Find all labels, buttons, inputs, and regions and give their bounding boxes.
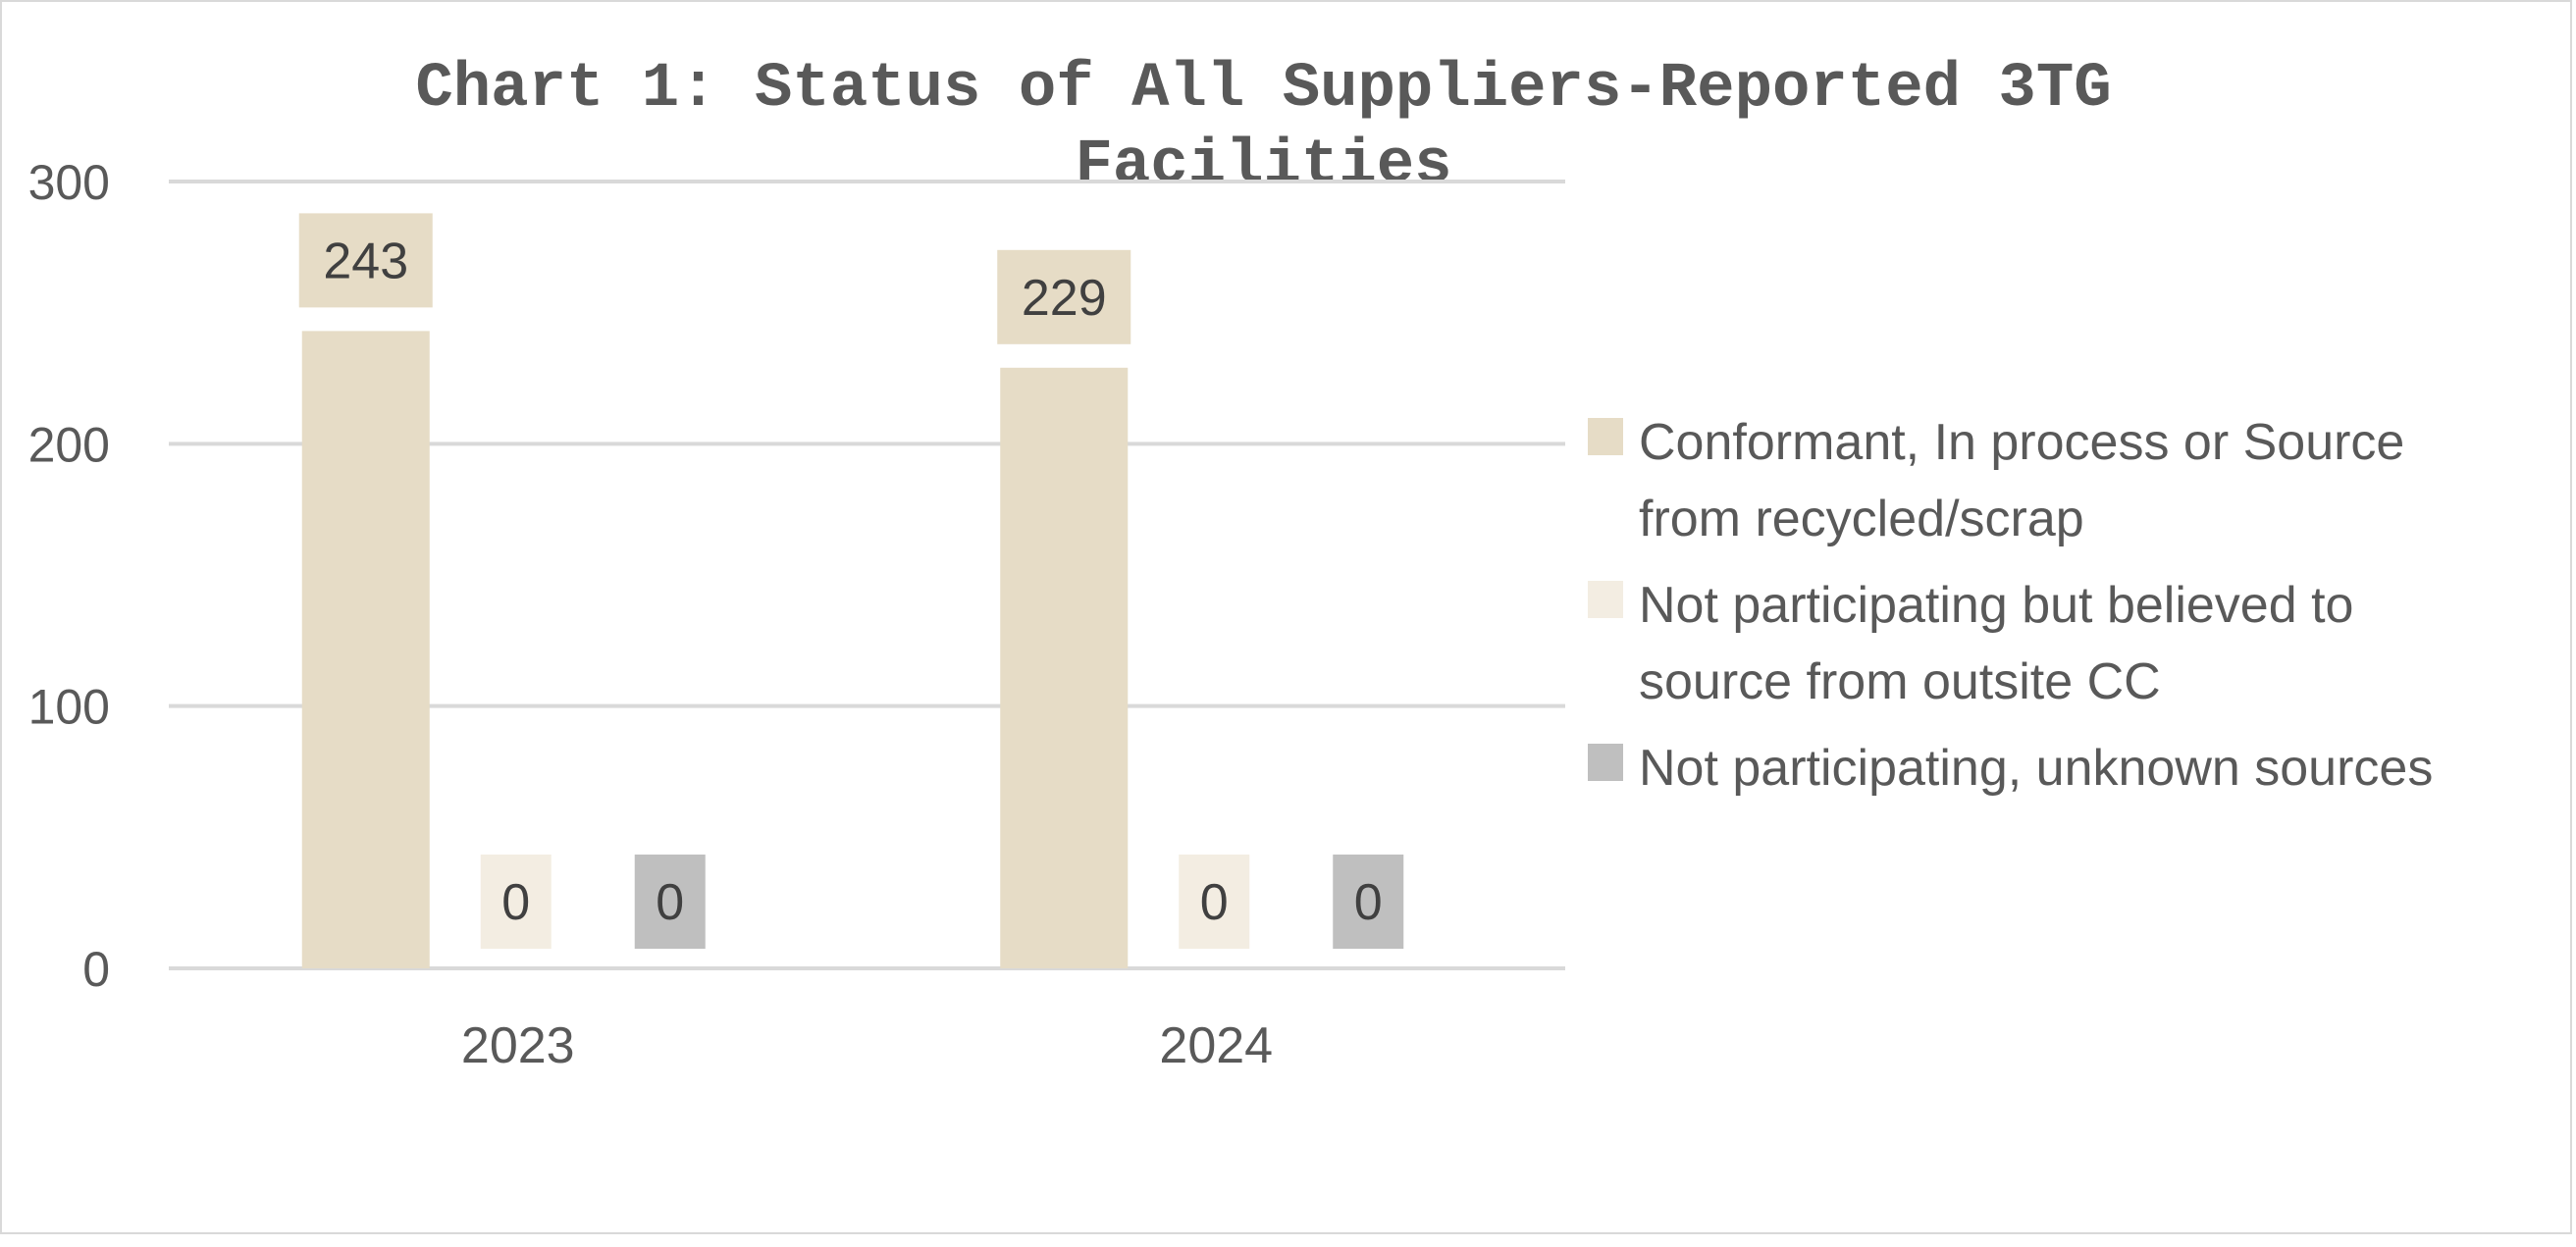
data-label-box bbox=[1179, 855, 1250, 949]
chart-title: Chart 1: Status of All Suppliers-Reporte… bbox=[415, 54, 2112, 201]
legend-swatch-not-participating-outside-cc bbox=[1588, 581, 1623, 618]
legend-item-not-participating-unknown: Not participating, unknown sources bbox=[1588, 730, 2510, 806]
legend-label-not-participating-unknown: Not participating, unknown sources bbox=[1639, 740, 2434, 797]
data-label: 243 bbox=[323, 233, 408, 289]
bar bbox=[1000, 367, 1129, 969]
data-label-box bbox=[634, 855, 706, 949]
data-label: 0 bbox=[1354, 874, 1383, 931]
x-tick-label: 2024 bbox=[1159, 1017, 1273, 1074]
y-tick-label: 100 bbox=[28, 680, 110, 735]
data-label-box bbox=[997, 249, 1131, 344]
data-label: 0 bbox=[501, 874, 530, 931]
x-tick-label: 2023 bbox=[461, 1017, 575, 1074]
legend-item-not-participating-outside-cc: Not participating but believed to source… bbox=[1588, 567, 2510, 720]
legend: Conformant, In process or Source from re… bbox=[1588, 404, 2510, 816]
y-tick-label: 200 bbox=[28, 417, 110, 472]
legend-label-conformant: Conformant, In process or Source from re… bbox=[1639, 414, 2405, 547]
data-label-box bbox=[298, 213, 433, 308]
y-tick-label: 300 bbox=[28, 155, 110, 210]
legend-swatch-conformant bbox=[1588, 418, 1623, 455]
data-label-box bbox=[1333, 855, 1404, 949]
data-label: 0 bbox=[656, 874, 684, 931]
data-label: 0 bbox=[1200, 874, 1229, 931]
bar bbox=[301, 331, 430, 968]
data-label: 229 bbox=[1022, 270, 1107, 327]
legend-item-conformant: Conformant, In process or Source from re… bbox=[1588, 404, 2510, 557]
data-label-box bbox=[480, 855, 552, 949]
legend-label-not-participating-outside-cc: Not participating but believed to source… bbox=[1639, 577, 2354, 710]
legend-swatch-not-participating-unknown bbox=[1588, 744, 1623, 781]
y-tick-label: 0 bbox=[82, 942, 110, 997]
